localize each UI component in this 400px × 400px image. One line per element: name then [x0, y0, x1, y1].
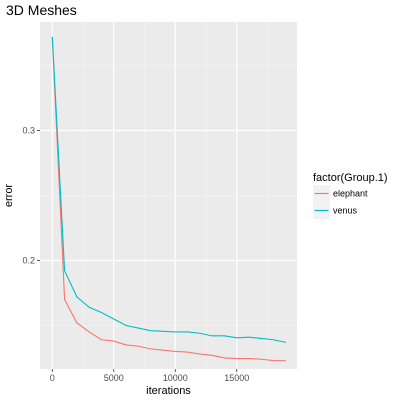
- legend-title: factor(Group.1): [313, 172, 388, 184]
- y-tick-label: 0.2: [22, 255, 35, 265]
- y-axis: 0.2 0.3: [22, 126, 40, 265]
- series-line-elephant: [51, 36, 286, 362]
- series-line-venus: [51, 36, 287, 343]
- grid-minor: [40, 22, 297, 369]
- legend: factor(Group.1) elephant venus: [313, 172, 388, 219]
- x-tick-label: 5000: [104, 373, 124, 383]
- x-tick-label: 0: [50, 373, 55, 383]
- series-layer: [51, 36, 287, 362]
- x-axis: 0 5000 10000 15000: [50, 369, 249, 383]
- y-tick-label: 0.3: [22, 126, 35, 136]
- grid-major: [40, 22, 297, 369]
- legend-label-elephant: elephant: [333, 189, 368, 199]
- x-axis-label: iterations: [146, 385, 191, 397]
- x-tick-label: 15000: [224, 373, 249, 383]
- x-tick-label: 10000: [163, 373, 188, 383]
- legend-label-venus: venus: [333, 206, 358, 216]
- y-axis-label: error: [3, 184, 15, 208]
- chart-title: 3D Meshes: [6, 2, 77, 18]
